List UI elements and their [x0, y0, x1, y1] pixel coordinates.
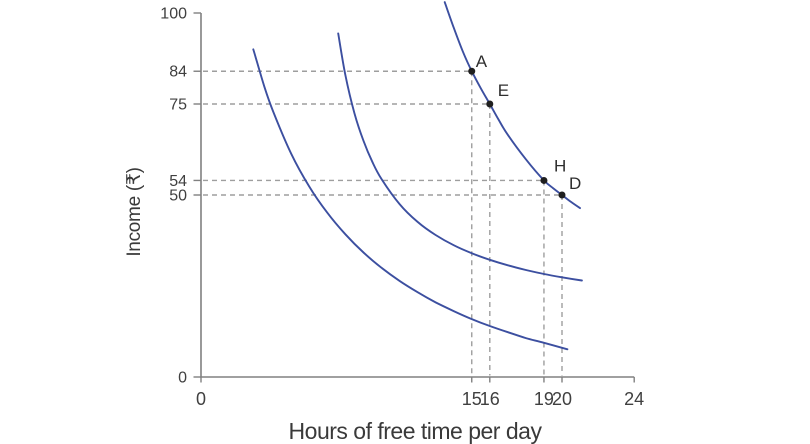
point-A [468, 67, 476, 75]
point-D [558, 191, 566, 199]
x-tick-label-24: 24 [624, 389, 644, 409]
labeled-points: AE HD [468, 52, 581, 199]
y-tick-label-0: 0 [178, 370, 187, 387]
y-tick-label-50: 50 [169, 188, 187, 205]
x-tick-label-0: 0 [196, 389, 206, 409]
y-tick-label-54: 54 [169, 173, 187, 190]
x-tick-label-16: 16 [480, 389, 500, 409]
y-tick-label-100: 100 [160, 6, 187, 23]
x-axis-title: Hours of free time per day [289, 418, 543, 444]
x-tick-label-15: 15 [462, 389, 482, 409]
x-tick-label-20: 20 [552, 389, 572, 409]
indifference-curve-low [252, 48, 569, 351]
point-label-H: H [554, 156, 566, 175]
dashed-guide-lines [203, 70, 563, 376]
point-E [486, 100, 494, 108]
axes [200, 13, 635, 378]
x-tick-label-19: 19 [534, 389, 554, 409]
y-tick-label-84: 84 [169, 64, 187, 81]
indifference-curve-middle [337, 32, 583, 282]
axis-lines [200, 13, 635, 378]
point-label-E: E [498, 81, 509, 100]
indifference-curves [252, 1, 583, 351]
tick-marks [193, 12, 635, 383]
indifference-curve-high [443, 1, 581, 210]
y-tick-label-75: 75 [169, 97, 187, 114]
point-H [540, 176, 548, 184]
point-label-D: D [569, 174, 581, 193]
point-label-A: A [476, 52, 488, 71]
y-axis-title: Income (₹) [124, 167, 145, 256]
